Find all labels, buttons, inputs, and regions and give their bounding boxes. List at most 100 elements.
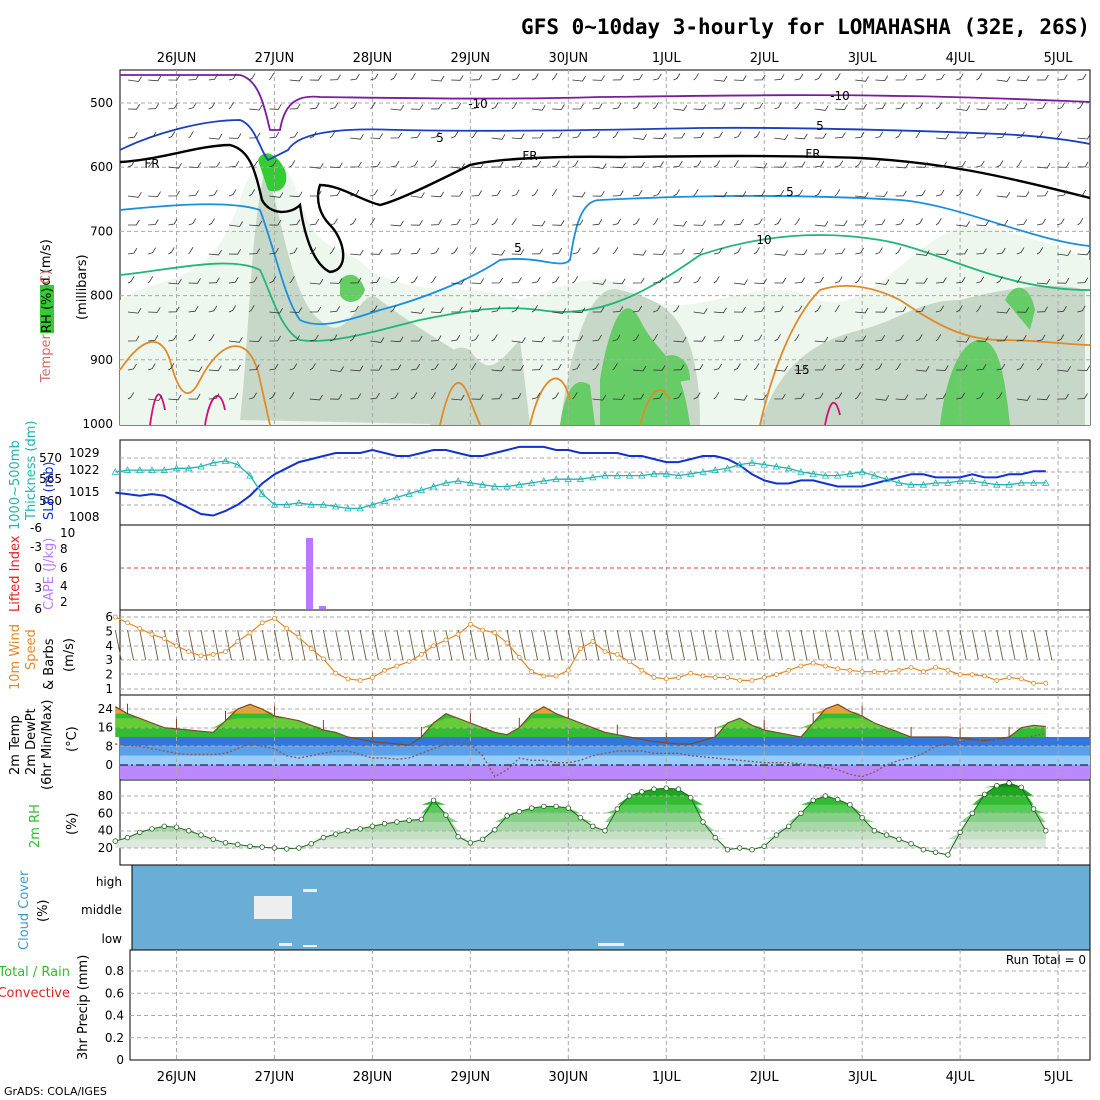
- wind10m-marker: [529, 669, 534, 675]
- date-label-bottom: 30JUN: [548, 1070, 588, 1085]
- wind-barb: [1077, 249, 1091, 256]
- wind-barb: [733, 247, 742, 255]
- wind-barb: [976, 392, 984, 400]
- wind-barb: [592, 363, 600, 371]
- rh2m-marker: [945, 852, 951, 858]
- wind-barb: [309, 163, 324, 169]
- wind-barb: [612, 190, 624, 197]
- wind-barb: [612, 363, 618, 371]
- wind-barb: [976, 336, 989, 342]
- wind10m-barb: [274, 629, 281, 661]
- thickness-marker: [221, 457, 230, 464]
- wind-barb: [956, 336, 970, 343]
- rh2m-marker: [284, 846, 290, 852]
- wind-barb: [531, 364, 543, 371]
- wind-barb: [875, 219, 886, 226]
- wind10m-marker: [492, 630, 498, 636]
- wind-barb: [673, 132, 686, 139]
- wind-barb: [471, 162, 485, 169]
- wind-barb: [531, 276, 541, 284]
- pressure-label-2: Thickness (dm): [24, 421, 39, 521]
- wind10m-barb: [996, 629, 1004, 661]
- wind10m-barb: [249, 629, 257, 661]
- wind-barb: [289, 219, 301, 226]
- wind-barb: [855, 160, 862, 168]
- wind10m-barb: [286, 629, 294, 661]
- rh2m-marker: [932, 849, 939, 855]
- wind-barb: [1077, 73, 1087, 81]
- thickness-marker: [123, 466, 132, 473]
- wind10m-barb: [984, 629, 992, 661]
- wind-barb: [1016, 131, 1025, 139]
- wind-barb: [309, 131, 317, 139]
- wind-barb: [976, 189, 982, 197]
- wind-barb: [915, 277, 928, 284]
- wind-barb: [269, 247, 279, 255]
- wind10m-marker: [308, 646, 314, 652]
- wind-barb: [350, 249, 364, 256]
- wind-barb: [148, 363, 156, 371]
- wind10m-barb: [641, 629, 649, 661]
- wind-barb: [632, 249, 647, 256]
- wind10m-series: [112, 614, 1049, 686]
- temp-label-1: 2m Temp: [8, 715, 23, 775]
- wind10m-barb: [702, 629, 710, 661]
- wind-barb: [834, 160, 844, 168]
- wind10m-marker: [455, 631, 461, 637]
- precip-grid: [130, 950, 1090, 1060]
- wind-barb: [350, 189, 360, 197]
- wind10m-marker: [431, 643, 437, 649]
- thickness-marker: [380, 497, 389, 504]
- wind-barb: [713, 103, 726, 110]
- rh2m-marker: [1018, 784, 1024, 790]
- wind-barb: [148, 335, 159, 342]
- wind-barb: [895, 190, 907, 197]
- wind-barb: [511, 218, 517, 226]
- rh2m-marker: [345, 828, 351, 834]
- temp-band-below-zero: [120, 765, 1090, 779]
- wind-barb: [531, 73, 539, 81]
- wind-barb: [673, 189, 680, 197]
- wind-barb: [1057, 162, 1070, 168]
- wind-barb: [612, 334, 621, 342]
- wind-barb: [471, 306, 482, 313]
- wind-barb: [915, 189, 926, 197]
- wind10m-marker: [663, 676, 669, 682]
- rh2m-marker: [565, 805, 571, 811]
- wind-barb: [1016, 307, 1030, 313]
- pressure-axis: 500 600 700 800 900 1000: [82, 96, 113, 431]
- wind-barb: [491, 365, 505, 372]
- wind-barb: [350, 393, 362, 400]
- wind-barb: [148, 395, 163, 401]
- lifted-index-tick: 0: [34, 561, 42, 575]
- upper-wind-barbs: [127, 72, 1091, 401]
- wind-barb: [491, 277, 503, 284]
- wind10m-barb: [139, 629, 147, 661]
- rh2m-marker: [479, 836, 486, 842]
- cape-tick: 6: [60, 561, 68, 575]
- wind-barb: [976, 160, 985, 168]
- wind-barb: [1057, 366, 1071, 372]
- wind-barb: [148, 307, 161, 313]
- wind-barb: [976, 104, 990, 111]
- wind10m-barb: [531, 629, 539, 661]
- wind-barb: [855, 191, 869, 198]
- wind10m-barb: [849, 629, 857, 661]
- rh2m-marker: [430, 797, 437, 803]
- wind10m-barb: [971, 629, 979, 661]
- precip-tick: 0: [116, 1053, 124, 1067]
- slp-tick: 1029: [69, 446, 100, 460]
- wind10m-marker: [223, 649, 228, 654]
- precip-tick: 0.4: [105, 1009, 124, 1023]
- rh2m-marker: [443, 812, 449, 818]
- wind-barb: [572, 103, 584, 110]
- wind10m-marker: [1031, 680, 1036, 686]
- wind-barb: [693, 189, 699, 197]
- wind-barb: [1036, 131, 1044, 139]
- wind-barb: [753, 363, 760, 371]
- wind-barb: [531, 132, 544, 139]
- wind-barb: [855, 131, 865, 139]
- wind10m-barb: [739, 629, 747, 661]
- contour-label: FR: [522, 149, 537, 163]
- wind-barb: [370, 161, 381, 168]
